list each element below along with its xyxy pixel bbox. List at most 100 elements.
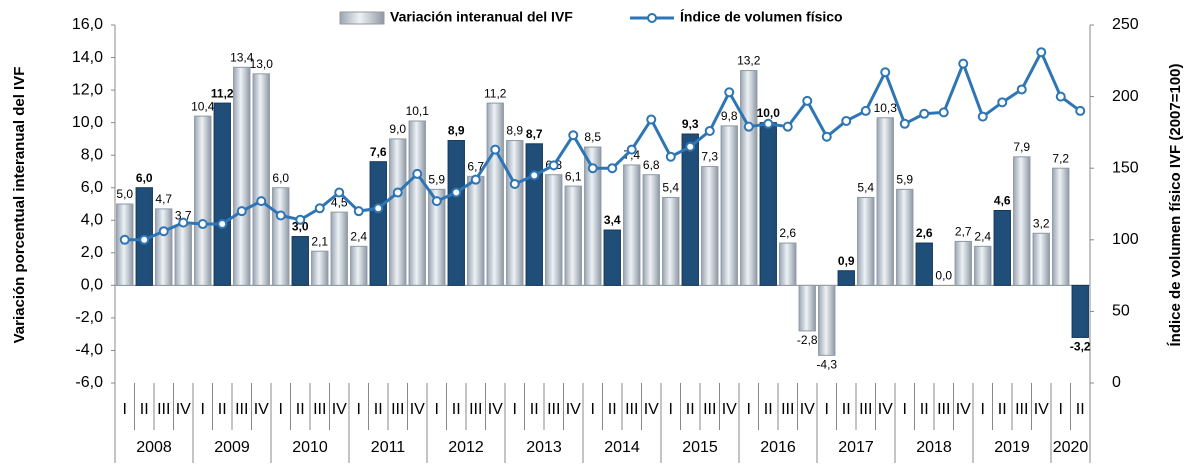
- x-tick-label: III: [157, 401, 170, 418]
- x-tick-label: I: [981, 401, 985, 418]
- legend-label: Índice de volumen físico: [680, 9, 843, 25]
- x-tick-label: I: [513, 401, 517, 418]
- bar: [798, 284, 816, 332]
- x-tick-label: II: [218, 401, 227, 418]
- value-label: 8,9: [506, 124, 523, 138]
- bar: [447, 140, 465, 286]
- line-point: [1075, 105, 1086, 116]
- x-group-label: 2018: [916, 439, 952, 456]
- legend-swatch: [339, 11, 385, 25]
- y2-tick-label: 150: [1112, 159, 1139, 176]
- y2-tick-label: 100: [1112, 231, 1139, 248]
- line-point: [568, 130, 579, 141]
- value-label: 11,2: [211, 86, 234, 100]
- line-point: [997, 97, 1008, 108]
- x-tick-label: II: [374, 401, 383, 418]
- value-label: 6,0: [272, 171, 289, 185]
- y-tick-label: 10,0: [72, 114, 103, 131]
- value-label: 6,7: [467, 160, 484, 174]
- x-tick-label: III: [937, 401, 950, 418]
- bar: [155, 208, 173, 286]
- bar: [1032, 232, 1050, 286]
- x-tick-label: III: [391, 401, 404, 418]
- x-tick-label: IV: [488, 401, 503, 418]
- x-tick-label: IV: [722, 401, 737, 418]
- x-tick-label: II: [686, 401, 695, 418]
- x-tick-label: II: [1076, 401, 1085, 418]
- x-tick-label: I: [747, 401, 751, 418]
- value-label: 2,4: [350, 229, 367, 243]
- value-label: 3,7: [175, 208, 192, 222]
- x-group-label: 2008: [136, 439, 172, 456]
- line-point: [334, 187, 345, 198]
- x-tick-label: II: [998, 401, 1007, 418]
- line-point: [412, 168, 423, 179]
- line-point: [646, 114, 657, 125]
- line-point: [275, 210, 286, 221]
- value-label: 6,0: [136, 171, 153, 185]
- y-tick-label: -2,0: [75, 309, 103, 326]
- bar: [389, 138, 407, 286]
- x-tick-label: III: [703, 401, 716, 418]
- value-label: -2,8: [797, 333, 818, 347]
- bar: [194, 115, 212, 286]
- value-label: 2,1: [311, 234, 328, 248]
- bar: [974, 245, 992, 286]
- x-tick-label: I: [669, 401, 673, 418]
- x-tick-label: I: [435, 401, 439, 418]
- line-point: [977, 111, 988, 122]
- bar: [896, 188, 914, 286]
- bar: [759, 122, 777, 286]
- bar: [213, 102, 231, 286]
- x-tick-label: II: [764, 401, 773, 418]
- bar: [1071, 284, 1089, 338]
- x-tick-label: I: [903, 401, 907, 418]
- x-tick-label: II: [608, 401, 617, 418]
- x-tick-label: I: [1059, 401, 1063, 418]
- bar: [993, 210, 1011, 286]
- line-point: [509, 178, 520, 189]
- value-label: 4,6: [994, 194, 1011, 208]
- bar: [428, 188, 446, 286]
- line-point: [685, 141, 696, 152]
- value-label: 2,7: [955, 225, 972, 239]
- bar: [291, 236, 309, 286]
- x-tick-label: III: [469, 401, 482, 418]
- bar: [545, 174, 563, 286]
- value-label: 8,5: [584, 130, 601, 144]
- line-point: [958, 58, 969, 69]
- line-point: [353, 206, 364, 217]
- value-label: 5,9: [896, 173, 913, 187]
- line-point: [1016, 84, 1027, 95]
- x-group-label: 2019: [994, 439, 1030, 456]
- x-tick-label: IV: [332, 401, 347, 418]
- y2-tick-label: 200: [1112, 88, 1139, 105]
- x-tick-label: III: [1015, 401, 1028, 418]
- value-label: 5,4: [662, 181, 679, 195]
- x-tick-label: II: [920, 401, 929, 418]
- bar: [311, 250, 329, 286]
- line-point: [470, 174, 481, 185]
- value-label: -4,3: [816, 358, 837, 372]
- line-point: [587, 163, 598, 174]
- line-point: [860, 105, 871, 116]
- bar: [330, 211, 348, 286]
- line-point: [431, 196, 442, 207]
- y-tick-label: 6,0: [81, 179, 103, 196]
- x-tick-label: III: [859, 401, 872, 418]
- bar: [642, 174, 660, 286]
- bar: [662, 196, 680, 286]
- bar: [233, 66, 251, 286]
- value-label: 0,9: [838, 254, 855, 268]
- bar: [174, 224, 192, 286]
- line-point: [724, 87, 735, 98]
- x-group-label: 2009: [214, 439, 250, 456]
- line-point: [938, 107, 949, 118]
- value-label: 10,1: [406, 104, 430, 118]
- value-label: 10,3: [874, 101, 898, 115]
- x-tick-label: IV: [800, 401, 815, 418]
- bar: [740, 70, 758, 286]
- line-point: [841, 115, 852, 126]
- value-label: 11,2: [484, 86, 507, 100]
- bar: [818, 284, 836, 356]
